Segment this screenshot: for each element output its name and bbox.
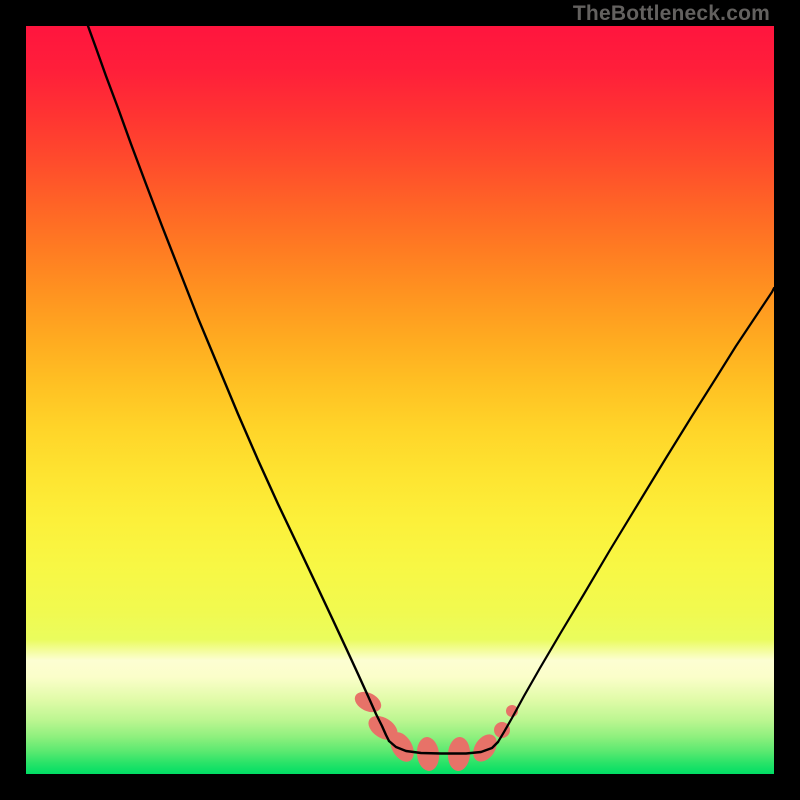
curves-layer [26,26,774,774]
watermark-text: TheBottleneck.com [573,2,770,26]
curve-right [498,288,774,742]
curve-left [88,26,389,741]
plot-area [26,26,774,774]
valley-marker [351,688,384,716]
valley-markers [351,688,518,772]
chart-container: TheBottleneck.com [0,0,800,800]
